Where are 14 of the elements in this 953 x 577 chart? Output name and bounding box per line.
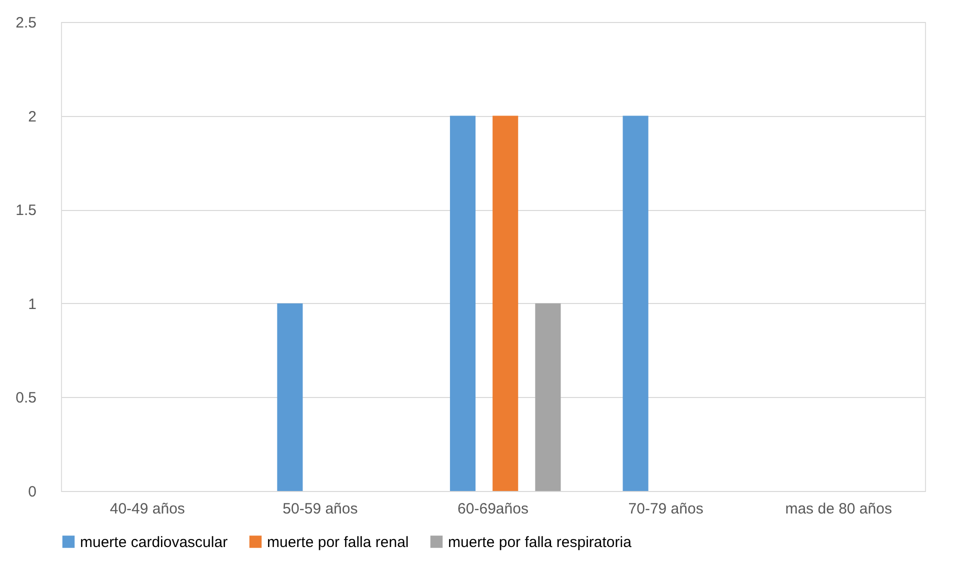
legend-label: muerte por falla renal: [267, 534, 409, 551]
x-tick-label: 50-59 años: [282, 500, 358, 518]
legend-label: muerte por falla respiratoria: [448, 534, 632, 551]
legend-label: muerte cardiovascular: [80, 534, 228, 551]
x-tick-label: 70-79 años: [628, 500, 704, 518]
y-tick-label: 0: [28, 484, 36, 500]
y-tick-label: 1.5: [16, 202, 36, 220]
y-tick-label: 1: [28, 296, 36, 313]
x-tick-label: 60-69años: [458, 500, 528, 518]
y-tick-label: 0.5: [16, 390, 36, 407]
x-tick-label: 40-49 años: [110, 500, 185, 518]
y-tick-label: 2: [28, 108, 36, 126]
y-tick-label: 2.5: [16, 14, 36, 32]
x-tick-label: mas de 80 años: [785, 500, 892, 518]
